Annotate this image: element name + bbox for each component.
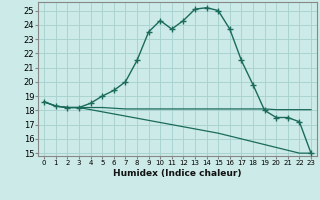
X-axis label: Humidex (Indice chaleur): Humidex (Indice chaleur) bbox=[113, 169, 242, 178]
